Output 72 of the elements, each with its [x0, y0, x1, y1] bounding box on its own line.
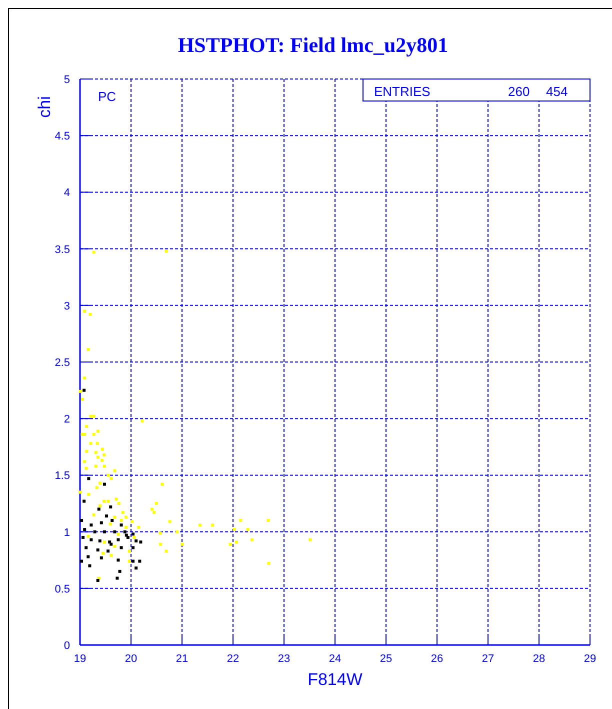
point — [116, 558, 120, 562]
x-tick-label: 28 — [532, 653, 546, 665]
point — [82, 500, 86, 503]
y-tick-label: 4 — [64, 187, 70, 200]
point — [83, 528, 86, 532]
point — [124, 534, 128, 537]
point — [97, 508, 100, 511]
point — [116, 538, 120, 542]
x-tick-label: 29 — [584, 653, 596, 665]
point — [102, 530, 106, 534]
point — [132, 532, 135, 536]
annotation: ENTRIES — [374, 84, 431, 99]
point — [82, 388, 86, 392]
y-tick-label: 0 — [64, 640, 70, 652]
point — [106, 550, 110, 553]
point — [86, 555, 90, 558]
point — [126, 536, 130, 539]
annotation: 260 — [508, 84, 530, 99]
point — [113, 530, 116, 534]
y-tick-label: 2.5 — [54, 357, 70, 369]
x-tick-label: 19 — [74, 653, 86, 665]
chart-title: HSTPHOT: Field lmc_u2y801 — [178, 33, 448, 57]
x-tick-label: 25 — [380, 653, 392, 665]
x-tick-label: 27 — [482, 653, 494, 665]
point — [110, 518, 114, 522]
point — [120, 524, 123, 527]
x-axis-title: F814W — [308, 670, 362, 689]
point — [100, 521, 103, 524]
x-tick-label: 23 — [278, 653, 290, 665]
point — [132, 560, 135, 563]
point — [80, 560, 84, 563]
point — [134, 566, 138, 570]
annotation: PC — [98, 89, 116, 104]
point — [123, 530, 126, 534]
point — [84, 546, 88, 550]
point — [102, 482, 106, 486]
point — [132, 546, 135, 550]
y-tick-label: 5 — [64, 74, 70, 86]
point — [100, 556, 103, 560]
point — [118, 570, 122, 573]
point — [139, 540, 142, 544]
point — [93, 530, 96, 534]
point — [134, 539, 138, 542]
point — [110, 542, 113, 546]
y-axis-title: chi — [35, 96, 54, 118]
point — [108, 540, 112, 544]
x-tick-label: 21 — [176, 653, 188, 665]
point — [120, 546, 123, 550]
point — [80, 518, 84, 522]
point — [96, 548, 100, 552]
point — [90, 524, 93, 527]
y-tick-label: 3 — [64, 300, 70, 312]
point — [98, 539, 102, 542]
y-tick-label: 1.5 — [54, 470, 70, 482]
x-tick-label: 22 — [226, 653, 240, 665]
point — [138, 560, 142, 563]
y-tick-label: 1 — [64, 526, 70, 539]
point — [88, 564, 92, 568]
point — [82, 536, 85, 539]
point — [90, 538, 93, 542]
x-tick-label: 26 — [430, 653, 444, 665]
point — [87, 477, 90, 480]
x-tick-label: 24 — [328, 653, 342, 665]
point — [116, 576, 119, 580]
y-tick-label: 4.5 — [54, 130, 70, 143]
y-tick-label: 3.5 — [54, 244, 70, 256]
y-tick-label: 2 — [64, 414, 70, 426]
y-tick-label: 0.5 — [54, 583, 70, 596]
annotation: 454 — [546, 84, 568, 99]
point — [109, 505, 112, 508]
x-tick-label: 20 — [124, 653, 138, 665]
point — [105, 514, 108, 518]
